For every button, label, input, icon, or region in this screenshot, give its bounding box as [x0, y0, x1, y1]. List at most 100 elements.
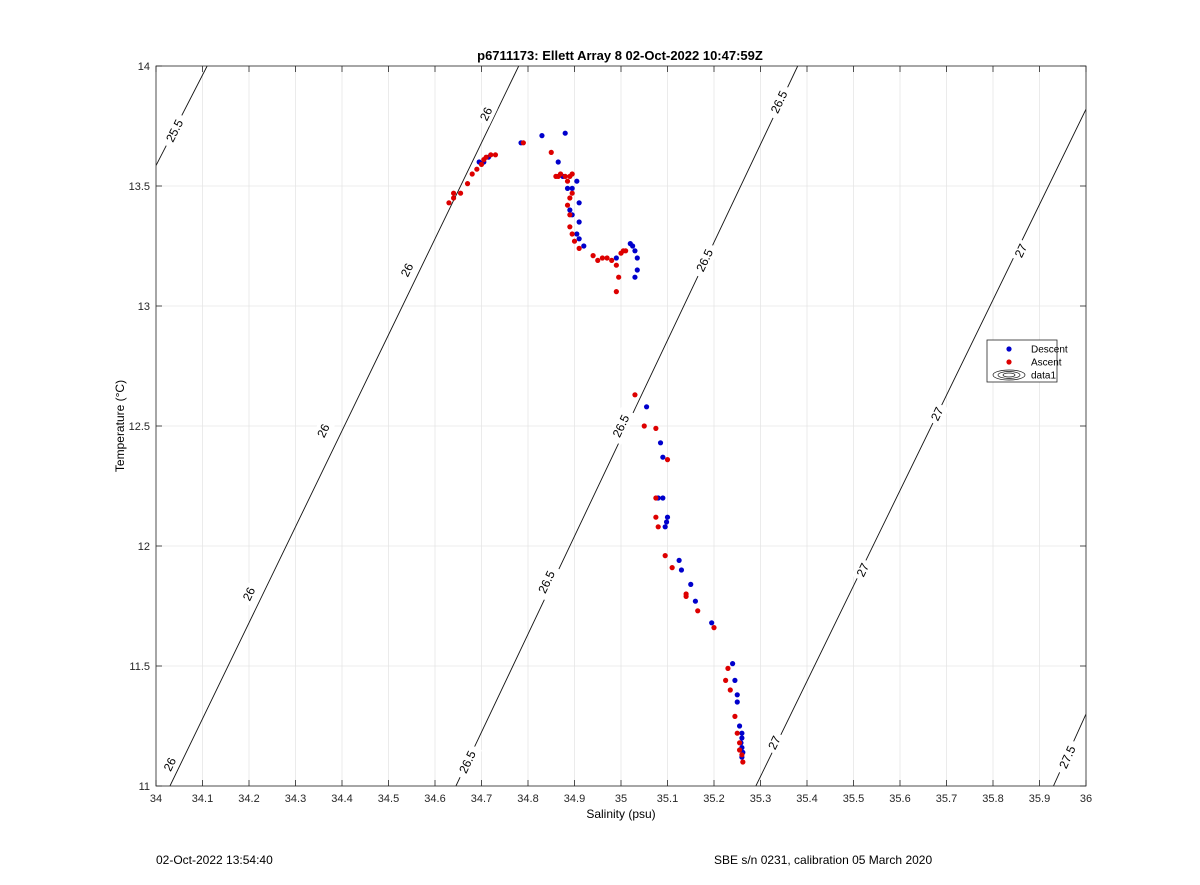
ascent-point — [520, 140, 526, 146]
contour-label: 26 — [311, 418, 335, 444]
contour-label-bg — [158, 751, 182, 777]
contour-label-bg — [762, 730, 787, 756]
ascent-point — [655, 524, 661, 530]
contour-label-bg — [606, 407, 636, 445]
chart-title: p6711173: Ellett Array 8 02-Oct-2022 10:… — [477, 48, 763, 63]
descent-point — [739, 730, 745, 736]
descent-point — [734, 692, 740, 698]
data-points — [446, 130, 746, 765]
y-tick-label: 13 — [138, 301, 150, 313]
ascent-point — [623, 248, 629, 254]
contour-label-bg — [1053, 738, 1082, 776]
descent-point — [739, 735, 745, 741]
contour-label: 27 — [1009, 238, 1033, 264]
ascent-point — [653, 495, 659, 501]
ascent-point — [557, 171, 564, 177]
x-tick-label: 35.3 — [750, 793, 771, 805]
x-tick-label: 35.4 — [796, 793, 817, 805]
descent-point — [555, 159, 561, 165]
ascent-point — [725, 665, 731, 672]
descent-point — [576, 200, 582, 206]
ascent-point — [569, 231, 575, 237]
ascent-point — [562, 173, 568, 179]
x-tick-label: 35.7 — [936, 793, 957, 805]
ascent-point — [478, 161, 485, 167]
ascent-point — [564, 178, 571, 184]
descent-point — [576, 236, 582, 242]
descent-point — [564, 185, 571, 191]
descent-point — [574, 178, 580, 184]
descent-point — [662, 524, 668, 530]
ascent-point — [548, 149, 554, 155]
descent-point — [581, 243, 587, 249]
contour-line-26 — [169, 66, 520, 786]
descent-point — [709, 620, 715, 626]
contour-label: 27 — [762, 730, 787, 756]
contour-label-bg — [159, 112, 190, 150]
ascent-point — [483, 154, 489, 160]
ascent-point — [653, 514, 659, 520]
descent-point — [632, 274, 638, 280]
axis-ticks: 34 34.1 34.2 34.3 34.4 34.5 34.6 34.7 34.8 34.9 35… — [129, 61, 1093, 805]
contour-label-bg — [237, 581, 261, 607]
descent-point — [567, 207, 573, 213]
ascent-point — [604, 255, 610, 261]
contour-label-text: 27 — [854, 561, 873, 579]
ascent-point — [457, 190, 464, 196]
ascent-point — [613, 262, 619, 268]
descent-point — [574, 231, 580, 237]
contour-label-text: 26 — [398, 261, 417, 279]
descent-point — [643, 404, 650, 410]
descent-point — [634, 267, 640, 273]
legend: Descent Ascent data1 — [986, 339, 1068, 383]
y-tick-label: 12.5 — [129, 421, 150, 433]
y-axis-label: Temperature (°C) — [113, 380, 127, 472]
descent-point — [632, 248, 638, 254]
contour-label-bg — [764, 83, 794, 121]
contour-line-27 — [755, 109, 1086, 786]
descent-point — [576, 219, 582, 225]
ascent-point — [567, 212, 573, 218]
footer-calibration: SBE s/n 0231, calibration 05 March 2020 — [714, 853, 933, 867]
legend-marker-ascent — [1006, 359, 1012, 365]
legend-box — [986, 339, 1058, 383]
legend-label-descent: Descent — [1031, 345, 1068, 356]
descent-point — [676, 557, 682, 564]
x-tick-label: 34.3 — [285, 793, 306, 805]
legend-label-data1: data1 — [1031, 371, 1056, 382]
x-tick-label: 34.4 — [331, 793, 352, 805]
ascent-point — [595, 257, 601, 263]
y-tick-label: 11.5 — [129, 661, 150, 673]
descent-point — [732, 677, 738, 684]
descent-point — [569, 185, 575, 191]
descent-point — [678, 567, 685, 573]
contour-label: 26 — [237, 581, 261, 607]
x-tick-label: 34.6 — [424, 793, 445, 805]
contour-label: 27.5 — [1053, 738, 1082, 776]
contour-label: 26.5 — [453, 743, 483, 781]
contour-label-bg — [925, 401, 949, 427]
x-tick-label: 34.8 — [517, 793, 538, 805]
descent-point — [734, 699, 740, 705]
series-descent — [476, 130, 746, 760]
contour-label-bg — [1009, 238, 1033, 264]
contour-label-bg — [453, 743, 483, 781]
contour-label-text: 26 — [477, 105, 496, 123]
x-tick-label: 35.6 — [889, 793, 910, 805]
legend-marker-descent — [1006, 346, 1012, 352]
ascent-point — [732, 713, 738, 720]
legend-contour-icon — [992, 369, 1026, 381]
descent-point — [692, 598, 699, 604]
x-axis-label: Salinity (psu) — [586, 807, 655, 821]
ascent-point — [599, 255, 606, 261]
ascent-point — [734, 730, 740, 736]
contour-label-text: 26 — [314, 421, 333, 439]
contour-label: 27 — [925, 401, 949, 427]
descent-point — [630, 243, 636, 249]
contour-label: 26.5 — [532, 563, 562, 601]
ascent-point — [474, 166, 480, 172]
contour-label: 26 — [395, 257, 419, 283]
contour-label: 27 — [851, 557, 875, 583]
ascent-point — [723, 677, 729, 684]
descent-point — [634, 255, 640, 261]
